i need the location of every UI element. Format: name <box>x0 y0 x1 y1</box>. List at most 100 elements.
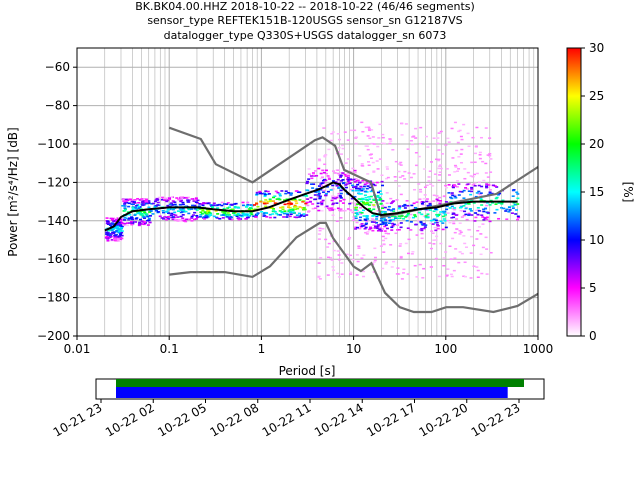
density-cell <box>246 213 250 216</box>
density-cell <box>341 172 345 174</box>
density-cell <box>276 191 280 194</box>
density-cell <box>296 207 300 210</box>
density-cell <box>306 204 310 207</box>
density-cell <box>315 174 319 177</box>
density-cell <box>291 198 295 201</box>
density-cell <box>317 158 321 161</box>
density-cell <box>414 223 418 226</box>
density-cell <box>354 215 358 217</box>
density-cell <box>358 188 362 190</box>
density-cell <box>179 203 183 206</box>
density-cell <box>322 127 326 129</box>
density-cell <box>127 205 131 208</box>
density-cell <box>454 196 458 199</box>
density-cell <box>516 193 520 195</box>
density-cell <box>413 264 417 267</box>
density-cell <box>184 210 188 213</box>
density-cell <box>511 189 515 192</box>
density-cell <box>375 221 379 224</box>
density-cell <box>194 201 198 203</box>
density-cell <box>119 224 123 227</box>
density-cell <box>314 170 318 172</box>
density-cell <box>404 216 408 218</box>
density-cell <box>285 216 289 218</box>
density-cell <box>293 204 297 207</box>
density-cell <box>337 258 341 261</box>
density-cell <box>199 214 203 216</box>
density-cell <box>324 169 328 172</box>
density-cell <box>264 190 268 192</box>
density-cell <box>114 230 118 233</box>
density-cell <box>474 216 478 219</box>
density-cell <box>191 214 195 216</box>
density-cell <box>106 220 110 222</box>
density-cell <box>305 201 309 204</box>
density-cell <box>310 177 314 180</box>
density-cell <box>320 176 324 178</box>
density-cell <box>387 205 391 208</box>
density-cell <box>333 197 337 200</box>
density-cell <box>367 164 371 167</box>
density-cell <box>115 225 119 227</box>
density-cell <box>419 126 423 129</box>
density-cell <box>398 176 402 179</box>
density-cell <box>174 214 178 217</box>
density-cell <box>445 208 449 211</box>
density-cell <box>452 184 456 186</box>
density-cell <box>392 260 396 263</box>
density-cell <box>317 191 321 193</box>
density-cell <box>194 218 198 220</box>
density-cell <box>305 181 309 184</box>
density-cell <box>144 202 148 205</box>
density-cell <box>425 200 429 203</box>
density-cell <box>464 275 468 278</box>
density-cell <box>194 197 198 199</box>
density-cell <box>356 213 360 216</box>
density-cell <box>113 235 117 238</box>
density-cell <box>357 189 361 192</box>
density-cell <box>407 238 411 241</box>
density-cell <box>320 182 324 184</box>
density-cell <box>311 207 315 210</box>
density-cell <box>261 192 265 195</box>
density-cell <box>119 218 123 221</box>
density-cell <box>118 229 122 232</box>
density-cell <box>465 188 469 190</box>
density-cell <box>220 201 224 204</box>
density-cell <box>345 183 349 185</box>
density-cell <box>385 192 389 194</box>
density-cell <box>128 213 132 216</box>
x-tick-label: 100 <box>434 342 457 356</box>
density-cell <box>356 226 360 229</box>
density-cell <box>444 251 448 253</box>
density-cell <box>224 213 228 216</box>
density-cell <box>324 192 328 195</box>
density-cell <box>335 184 339 187</box>
density-cell <box>349 202 353 204</box>
density-cell <box>366 161 370 163</box>
density-cell <box>198 203 202 205</box>
density-cell <box>278 194 282 197</box>
density-cell <box>414 127 418 130</box>
density-cell <box>398 217 402 220</box>
density-cell <box>167 208 171 210</box>
density-cell <box>175 218 179 221</box>
density-cell <box>325 205 329 208</box>
density-cell <box>240 215 244 218</box>
density-cell <box>356 183 360 186</box>
density-cell <box>431 223 435 225</box>
density-cell <box>391 222 395 225</box>
density-cell <box>289 211 293 213</box>
density-cell <box>351 167 355 170</box>
density-cell <box>379 202 383 205</box>
density-cell <box>475 238 479 240</box>
density-cell <box>460 252 464 255</box>
density-cell <box>255 203 259 205</box>
density-cell <box>469 175 473 177</box>
density-cell <box>464 203 468 205</box>
density-cell <box>262 201 266 204</box>
density-cell <box>378 190 382 193</box>
density-cell <box>177 198 181 201</box>
density-cell <box>349 178 353 181</box>
density-cell <box>369 190 373 193</box>
